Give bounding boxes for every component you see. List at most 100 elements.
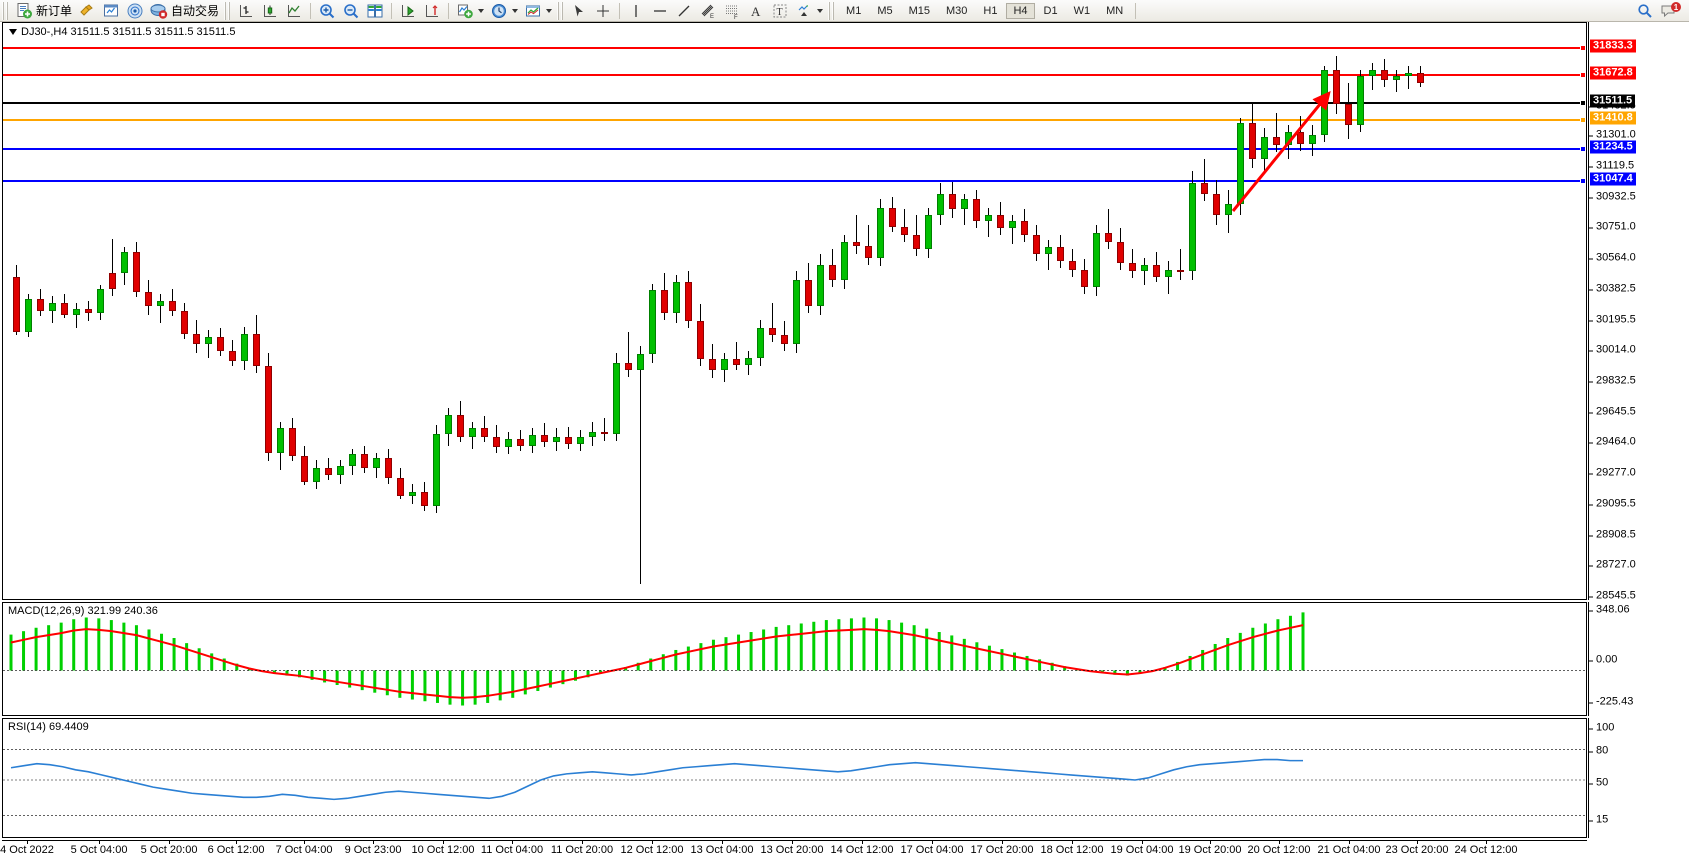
search-icon[interactable] <box>1636 2 1654 20</box>
terminal-button[interactable] <box>99 1 123 21</box>
level-current-price-line[interactable] <box>3 100 1586 106</box>
macd_ticks-tick: 0.00 <box>1589 654 1617 666</box>
time-tick-mark <box>512 841 513 844</box>
candle-wick <box>208 330 209 358</box>
indicators-button[interactable] <box>453 1 487 21</box>
level-31410-line[interactable] <box>3 117 1586 123</box>
candle-up <box>925 214 932 250</box>
trendline-icon <box>675 2 693 20</box>
text-tool[interactable]: A <box>744 1 768 21</box>
line-chart-button[interactable] <box>282 1 306 21</box>
time-tick: 4 Oct 2022 <box>0 844 54 856</box>
level-31833-label[interactable]: 31833.3 <box>1590 39 1636 53</box>
new-order-button[interactable]: 新订单 <box>12 1 75 21</box>
level-handle[interactable] <box>1580 146 1586 152</box>
chart-collapse-icon[interactable] <box>9 29 17 35</box>
candle-up <box>469 428 476 438</box>
crosshair-tool[interactable] <box>591 1 615 21</box>
line-chart-icon <box>285 2 303 20</box>
level-current-price-label[interactable]: 31511.5 <box>1590 94 1636 108</box>
timeframe-d1[interactable]: D1 <box>1043 4 1058 17</box>
candle-wick <box>1396 69 1397 92</box>
macd-indicator-pane[interactable]: MACD(12,26,9) 321.99 240.36 <box>2 602 1587 716</box>
timeframe-h1[interactable]: H1 <box>983 4 998 17</box>
time-tick: 10 Oct 12:00 <box>411 844 475 856</box>
price-tick: 30751.0 <box>1589 221 1636 233</box>
rsi-scale[interactable]: 100 80 50 15 <box>1588 718 1689 838</box>
timeframe-mn[interactable]: MN <box>1106 4 1124 17</box>
horizontal-line-tool[interactable] <box>648 1 672 21</box>
candle-down <box>661 290 668 313</box>
level-31410-label[interactable]: 31410.8 <box>1590 111 1636 125</box>
level-handle[interactable] <box>1580 117 1586 123</box>
price-chart-pane[interactable]: DJ30-,H4 31511.5 31511.5 31511.5 31511.5 <box>2 22 1587 600</box>
time-scale[interactable]: 4 Oct 2022 5 Oct 04:00 5 Oct 20:00 6 Oct 12… <box>0 840 1587 858</box>
level-handle[interactable] <box>1580 72 1586 78</box>
tile-windows-button[interactable] <box>363 1 387 21</box>
fibonacci-tool[interactable]: F <box>720 1 744 21</box>
timeframe-m30[interactable]: M30 <box>946 4 968 17</box>
candle-up <box>817 264 824 306</box>
candle-down <box>289 428 296 457</box>
price-tick: 30564.0 <box>1589 252 1636 264</box>
svg-text:F: F <box>734 15 738 20</box>
equidistant-channel-tool[interactable]: E <box>696 1 720 21</box>
signals-button[interactable] <box>123 1 147 21</box>
shapes-tool[interactable] <box>792 1 826 21</box>
timeframe-m15[interactable]: M15 <box>908 4 930 17</box>
auto-scroll-icon <box>423 2 441 20</box>
zoom-in-button[interactable] <box>315 1 339 21</box>
candle-up <box>577 437 584 444</box>
candle-down <box>913 235 920 250</box>
notification-icon[interactable]: 1 <box>1660 1 1682 20</box>
candle-down <box>1105 233 1112 243</box>
rsi_ticks-tick: 50 <box>1589 777 1608 789</box>
toolbar-grip-3[interactable] <box>557 1 565 20</box>
templates-button[interactable] <box>521 1 555 21</box>
time-tick: 13 Oct 04:00 <box>690 844 754 856</box>
auto-scroll-button[interactable] <box>420 1 444 21</box>
toolbar-grip-4[interactable] <box>828 1 836 20</box>
bar-chart-button[interactable] <box>234 1 258 21</box>
cursor-tool[interactable] <box>567 1 591 21</box>
price-scale[interactable]: 31482.531301.031119.530932.530751.030564… <box>1588 22 1689 601</box>
timeframe-m1[interactable]: M1 <box>846 4 862 17</box>
autotrading-button[interactable]: 自动交易 <box>147 1 222 21</box>
candle-down <box>145 292 152 306</box>
vertical-line-tool[interactable] <box>624 1 648 21</box>
chart-shift-button[interactable] <box>396 1 420 21</box>
level-handle[interactable] <box>1580 100 1586 106</box>
toolbar-grip-2[interactable] <box>224 1 232 20</box>
periods-button[interactable] <box>487 1 521 21</box>
level-handle[interactable] <box>1580 178 1586 184</box>
time-tick: 13 Oct 20:00 <box>760 844 824 856</box>
level-31672-label[interactable]: 31672.8 <box>1590 66 1636 80</box>
timeframe-m5[interactable]: M5 <box>877 4 893 17</box>
candle-up <box>649 290 656 355</box>
candle-wick <box>772 302 773 343</box>
trendline-tool[interactable] <box>672 1 696 21</box>
rsi-indicator-pane[interactable]: RSI(14) 69.4409 <box>2 718 1587 838</box>
expert-advisor-button[interactable] <box>75 1 99 21</box>
level-31833-line[interactable] <box>3 45 1586 51</box>
level-31047-line[interactable] <box>3 178 1586 184</box>
timeframe-h4[interactable]: H4 <box>1006 2 1035 19</box>
time-tick-mark <box>722 841 723 844</box>
zoom-out-button[interactable] <box>339 1 363 21</box>
toolbar-grip[interactable] <box>2 1 9 20</box>
level-31672-line[interactable] <box>3 72 1586 78</box>
timeframe-group: M1 M5 M15 M30 H1 H4 D1 W1 MN <box>838 2 1131 19</box>
candle-up <box>1045 247 1052 255</box>
text-label-tool[interactable]: T <box>768 1 792 21</box>
timeframe-w1[interactable]: W1 <box>1073 4 1091 17</box>
level-31234-label[interactable]: 31234.5 <box>1590 140 1636 154</box>
time-tick-mark <box>373 841 374 844</box>
time-tick: 24 Oct 12:00 <box>1454 844 1518 856</box>
level-31234-line[interactable] <box>3 146 1586 152</box>
level-31047-label[interactable]: 31047.4 <box>1590 172 1636 186</box>
macd-scale[interactable]: 348.06 0.00 -225.43 <box>1588 602 1689 716</box>
candle-up <box>1369 69 1376 77</box>
level-handle[interactable] <box>1580 45 1586 51</box>
rsi-plot <box>3 749 1586 816</box>
candlestick-chart-button[interactable] <box>258 1 282 21</box>
